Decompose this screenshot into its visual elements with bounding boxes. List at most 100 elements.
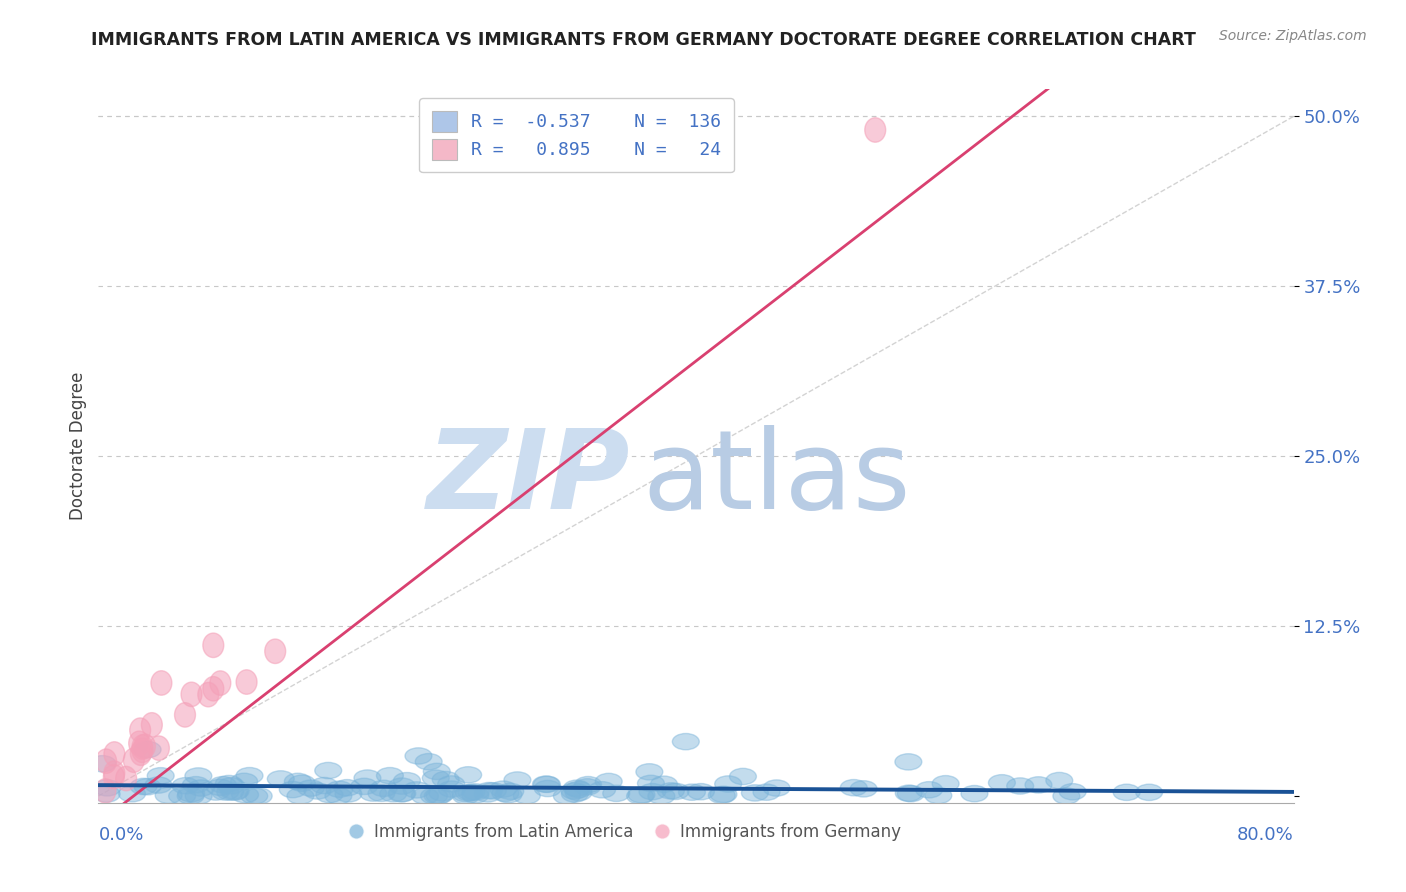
Ellipse shape bbox=[96, 779, 115, 803]
Ellipse shape bbox=[637, 775, 665, 791]
Ellipse shape bbox=[218, 778, 245, 794]
Ellipse shape bbox=[754, 784, 780, 800]
Ellipse shape bbox=[595, 773, 623, 789]
Ellipse shape bbox=[453, 786, 479, 802]
Ellipse shape bbox=[565, 784, 592, 801]
Ellipse shape bbox=[209, 777, 236, 793]
Ellipse shape bbox=[741, 785, 768, 801]
Ellipse shape bbox=[335, 786, 361, 802]
Ellipse shape bbox=[658, 783, 685, 799]
Ellipse shape bbox=[461, 787, 489, 803]
Ellipse shape bbox=[730, 768, 756, 785]
Ellipse shape bbox=[267, 771, 294, 787]
Ellipse shape bbox=[1025, 777, 1052, 793]
Ellipse shape bbox=[1053, 788, 1080, 805]
Ellipse shape bbox=[236, 670, 257, 694]
Ellipse shape bbox=[145, 777, 172, 793]
Ellipse shape bbox=[198, 682, 219, 706]
Ellipse shape bbox=[177, 788, 204, 805]
Ellipse shape bbox=[458, 784, 485, 800]
Ellipse shape bbox=[284, 773, 311, 789]
Ellipse shape bbox=[93, 786, 120, 802]
Ellipse shape bbox=[129, 718, 150, 742]
Ellipse shape bbox=[325, 788, 352, 805]
Ellipse shape bbox=[217, 784, 243, 800]
Ellipse shape bbox=[202, 784, 229, 800]
Ellipse shape bbox=[425, 788, 451, 805]
Ellipse shape bbox=[710, 786, 737, 803]
Ellipse shape bbox=[304, 783, 330, 799]
Ellipse shape bbox=[453, 788, 479, 805]
Ellipse shape bbox=[231, 773, 257, 789]
Ellipse shape bbox=[896, 785, 922, 801]
Ellipse shape bbox=[513, 788, 540, 804]
Ellipse shape bbox=[380, 786, 406, 802]
Ellipse shape bbox=[679, 784, 706, 800]
Text: 80.0%: 80.0% bbox=[1237, 826, 1294, 844]
Ellipse shape bbox=[672, 733, 699, 750]
Text: atlas: atlas bbox=[643, 425, 911, 532]
Ellipse shape bbox=[454, 767, 482, 783]
Ellipse shape bbox=[287, 788, 314, 805]
Ellipse shape bbox=[132, 739, 153, 763]
Ellipse shape bbox=[316, 787, 343, 803]
Ellipse shape bbox=[354, 770, 381, 786]
Ellipse shape bbox=[187, 780, 215, 797]
Ellipse shape bbox=[209, 671, 231, 695]
Ellipse shape bbox=[212, 784, 239, 800]
Ellipse shape bbox=[264, 639, 285, 664]
Ellipse shape bbox=[315, 763, 342, 779]
Ellipse shape bbox=[932, 775, 959, 792]
Ellipse shape bbox=[118, 786, 145, 802]
Ellipse shape bbox=[412, 788, 439, 805]
Ellipse shape bbox=[420, 788, 447, 805]
Ellipse shape bbox=[662, 783, 689, 799]
Ellipse shape bbox=[232, 787, 259, 803]
Ellipse shape bbox=[150, 671, 172, 695]
Ellipse shape bbox=[638, 783, 666, 800]
Ellipse shape bbox=[134, 779, 162, 795]
Ellipse shape bbox=[131, 779, 157, 795]
Ellipse shape bbox=[492, 785, 519, 801]
Ellipse shape bbox=[496, 783, 523, 799]
Ellipse shape bbox=[575, 776, 602, 793]
Ellipse shape bbox=[115, 766, 136, 791]
Ellipse shape bbox=[439, 780, 465, 797]
Ellipse shape bbox=[915, 781, 942, 798]
Ellipse shape bbox=[186, 788, 212, 805]
Ellipse shape bbox=[174, 703, 195, 727]
Ellipse shape bbox=[475, 782, 502, 798]
Ellipse shape bbox=[1136, 784, 1163, 800]
Ellipse shape bbox=[1114, 784, 1140, 800]
Ellipse shape bbox=[763, 780, 790, 797]
Ellipse shape bbox=[456, 785, 482, 801]
Ellipse shape bbox=[142, 713, 162, 737]
Ellipse shape bbox=[202, 676, 224, 701]
Text: ZIP: ZIP bbox=[427, 425, 630, 532]
Ellipse shape bbox=[627, 788, 654, 805]
Ellipse shape bbox=[124, 748, 145, 772]
Ellipse shape bbox=[388, 786, 415, 802]
Ellipse shape bbox=[554, 788, 581, 805]
Ellipse shape bbox=[135, 734, 155, 758]
Ellipse shape bbox=[389, 785, 416, 802]
Ellipse shape bbox=[240, 788, 267, 805]
Ellipse shape bbox=[648, 788, 675, 805]
Ellipse shape bbox=[423, 764, 450, 780]
Ellipse shape bbox=[426, 788, 453, 804]
Ellipse shape bbox=[565, 781, 592, 797]
Ellipse shape bbox=[1046, 772, 1073, 789]
Ellipse shape bbox=[96, 749, 117, 773]
Ellipse shape bbox=[561, 783, 588, 799]
Ellipse shape bbox=[183, 777, 209, 793]
Ellipse shape bbox=[221, 784, 247, 800]
Ellipse shape bbox=[326, 781, 353, 797]
Ellipse shape bbox=[651, 776, 678, 792]
Ellipse shape bbox=[89, 756, 115, 772]
Ellipse shape bbox=[988, 774, 1015, 791]
Ellipse shape bbox=[851, 780, 877, 797]
Ellipse shape bbox=[222, 783, 249, 799]
Ellipse shape bbox=[172, 778, 200, 794]
Ellipse shape bbox=[134, 741, 162, 757]
Ellipse shape bbox=[841, 780, 868, 796]
